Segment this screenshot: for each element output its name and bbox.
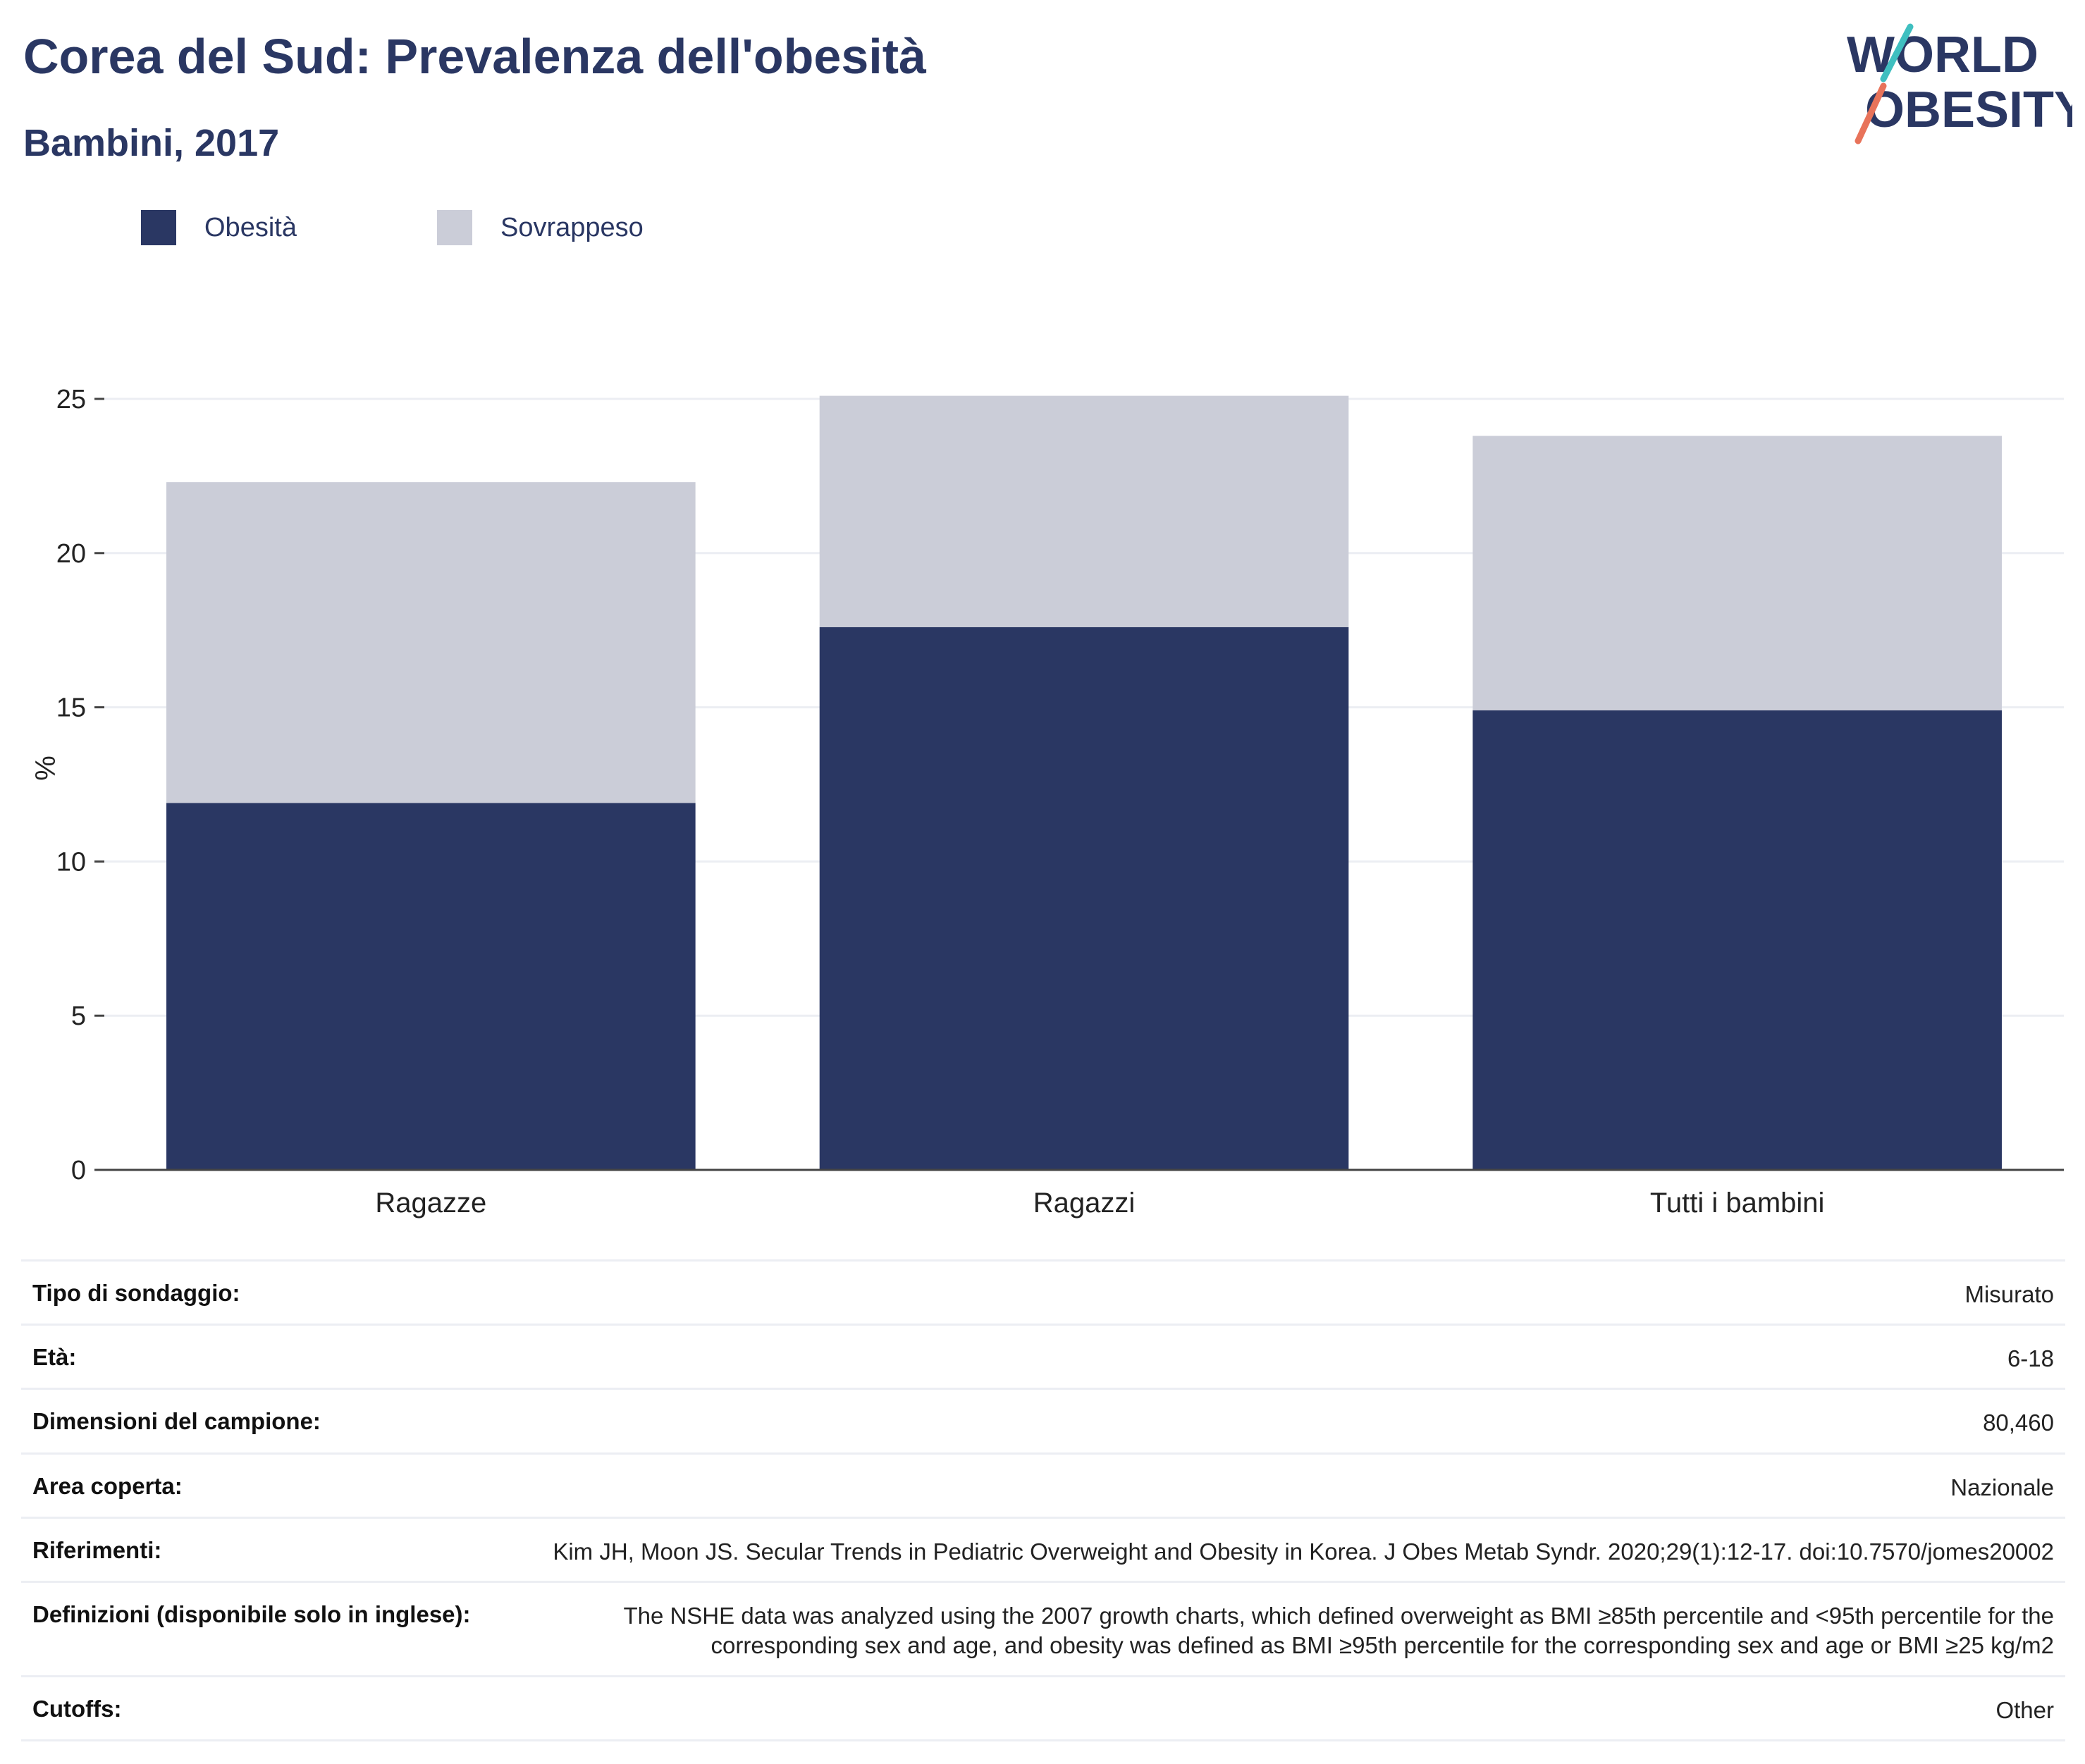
info-value: 80,460 (1983, 1410, 2054, 1436)
info-key: Età: (32, 1344, 77, 1371)
logo-line2: OBESITY (1865, 82, 2072, 138)
info-value: The NSHE data was analyzed using the 200… (623, 1603, 2054, 1659)
info-value: Other (1995, 1696, 2054, 1723)
legend-swatch-overweight (437, 210, 472, 245)
info-value: Misurato (1964, 1281, 2054, 1307)
info-row: Cutoffs: Other (21, 1674, 2065, 1741)
info-value: Kim JH, Moon JS. Secular Trends in Pedia… (553, 1538, 2054, 1565)
page-title: Corea del Sud: Prevalenza dell'obesità (23, 29, 926, 84)
y-axis-label: % (30, 755, 61, 781)
legend-swatch-obesity (141, 210, 176, 245)
info-table: Tipo di sondaggio: Misurato Età: 6-18 Dimens… (21, 1259, 2065, 1741)
info-key: Cutoffs: (32, 1695, 122, 1722)
page-subtitle: Bambini, 2017 (23, 122, 280, 164)
logo-slash-teal (1880, 23, 1914, 82)
legend-label-overweight: Sovrappeso (500, 212, 644, 242)
legend-label-obesity: Obesità (204, 212, 297, 242)
info-row: Riferimenti: Kim JH, Moon JS. Secular Tre… (21, 1516, 2065, 1581)
y-tick-label: 20 (56, 539, 86, 569)
legend-item-obesity: Obesità (141, 210, 297, 245)
bar-obesity (819, 627, 1349, 1170)
bar-overweight (166, 482, 696, 803)
logo-slash-coral (1855, 82, 1887, 144)
axes: 0 5 10 15 20 25 Ragazze Ragazzi Tutti i bambini (56, 385, 2064, 1219)
info-key: Dimensioni del campione: (32, 1408, 321, 1435)
y-tick-label: 25 (56, 385, 86, 414)
y-tick-label: 10 (56, 847, 86, 877)
y-tick-label: 5 (71, 1001, 86, 1031)
info-row: Area coperta: Nazionale (21, 1452, 2065, 1517)
info-key: Riferimenti: (32, 1536, 162, 1563)
bar-obesity (166, 803, 696, 1170)
info-value: 6-18 (2007, 1345, 2054, 1372)
logo-line1: WORLD (1847, 27, 2038, 83)
info-value: Nazionale (1950, 1474, 2054, 1500)
x-category-label: Ragazze (375, 1188, 486, 1219)
legend-item-overweight: Sovrappeso (437, 210, 644, 245)
bar-obesity (1472, 710, 2002, 1170)
x-category-label: Tutti i bambini (1650, 1188, 1825, 1219)
info-row: Definizioni (disponibile solo in inglese… (21, 1581, 2065, 1674)
info-key: Tipo di sondaggio: (32, 1280, 240, 1306)
info-row: Tipo di sondaggio: Misurato (21, 1259, 2065, 1324)
y-tick-label: 15 (56, 693, 86, 723)
bar-overweight (1472, 436, 2002, 710)
world-obesity-logo: WORLD OBESITY (1847, 23, 2072, 144)
info-row: Dimensioni del campione: 80,460 (21, 1388, 2065, 1452)
info-key: Definizioni (disponibile solo in inglese… (32, 1601, 471, 1628)
bar-overweight (819, 395, 1349, 627)
bars (166, 395, 2002, 1170)
info-row: Età: 6-18 (21, 1324, 2065, 1388)
info-key: Area coperta: (32, 1472, 183, 1499)
y-tick-label: 0 (71, 1156, 86, 1185)
x-category-label: Ragazzi (1033, 1188, 1136, 1219)
